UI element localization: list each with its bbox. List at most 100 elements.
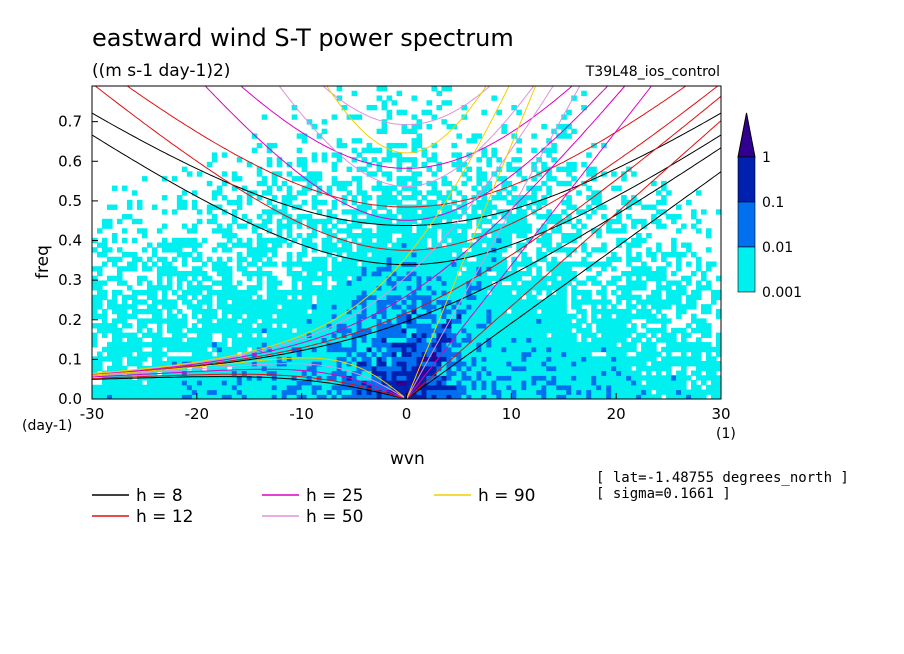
heatmap-cell — [366, 275, 373, 282]
heatmap-cell — [331, 365, 338, 372]
heatmap-cell — [401, 356, 408, 362]
heatmap-cell — [436, 342, 443, 348]
heatmap-cell — [291, 289, 298, 296]
heatmap-cell — [556, 318, 562, 324]
heatmap-cell — [306, 270, 313, 277]
heatmap-cell — [596, 289, 602, 296]
heatmap-cell — [711, 261, 717, 267]
heatmap-cell — [561, 114, 567, 120]
heatmap-cell — [431, 332, 438, 338]
heatmap-cell — [366, 294, 373, 301]
heatmap-cell — [361, 204, 368, 210]
heatmap-cell — [96, 323, 103, 329]
heatmap-cell — [291, 176, 298, 182]
heatmap-cell — [461, 114, 467, 120]
heatmap-cell — [266, 365, 273, 372]
heatmap-cell — [366, 346, 373, 353]
heatmap-cell — [326, 394, 333, 399]
heatmap-cell — [161, 289, 168, 296]
heatmap-cell — [176, 204, 183, 210]
heatmap-cell — [601, 304, 607, 310]
heatmap-cell — [611, 228, 617, 234]
heatmap-cell — [496, 351, 502, 357]
heatmap-cell — [646, 365, 652, 372]
heatmap-cell — [296, 289, 303, 296]
heatmap-cell — [446, 204, 453, 210]
heatmap-cell — [286, 161, 293, 168]
heatmap-cell — [666, 342, 672, 348]
heatmap-cell — [491, 152, 497, 158]
heatmap-cell — [591, 199, 597, 206]
heatmap-cell — [531, 280, 537, 286]
heatmap-cell — [256, 237, 263, 244]
heatmap-cell — [211, 380, 218, 386]
heatmap-cell — [576, 308, 582, 315]
heatmap-cell — [631, 323, 637, 329]
heatmap-cell — [151, 313, 158, 319]
heatmap-cell — [221, 375, 228, 381]
heatmap-cell — [556, 332, 562, 338]
heatmap-cell — [351, 356, 358, 362]
heatmap-cell — [171, 237, 178, 244]
heatmap-cell — [596, 380, 602, 386]
heatmap-cell — [311, 361, 318, 367]
heatmap-cell — [386, 233, 393, 239]
heatmap-cell — [561, 313, 567, 319]
heatmap-cell — [481, 176, 487, 182]
heatmap-cell — [566, 218, 572, 225]
heatmap-cell — [361, 285, 368, 291]
heatmap-cell — [296, 365, 303, 372]
heatmap-cell — [421, 327, 428, 334]
heatmap-cell — [276, 185, 283, 191]
heatmap-cell — [116, 313, 123, 319]
heatmap-cell — [291, 332, 298, 338]
heatmap-cell — [346, 166, 353, 172]
heatmap-cell — [466, 285, 472, 291]
heatmap-cell — [311, 389, 318, 395]
heatmap-cell — [216, 370, 223, 376]
heatmap-cell — [256, 294, 263, 301]
heatmap-cell — [661, 380, 667, 386]
heatmap-cell — [346, 223, 353, 229]
heatmap-cell — [236, 266, 243, 272]
heatmap-cell — [311, 228, 318, 234]
heatmap-cell — [436, 332, 443, 338]
heatmap-cell — [516, 313, 522, 319]
heatmap-cell — [426, 394, 433, 399]
heatmap-cell — [426, 109, 433, 116]
dispersion-curve — [92, 363, 405, 398]
heatmap-cell — [711, 361, 717, 367]
heatmap-cell — [416, 133, 423, 139]
heatmap-cell — [251, 365, 258, 372]
heatmap-cell — [696, 394, 702, 399]
heatmap-cell — [396, 318, 403, 324]
heatmap-cell — [316, 289, 323, 296]
heatmap-cell — [496, 346, 502, 353]
heatmap-cell — [371, 370, 378, 376]
heatmap-cell — [526, 299, 532, 305]
heatmap-cell — [381, 313, 388, 319]
heatmap-cell — [221, 233, 228, 239]
heatmap-cell — [326, 185, 333, 191]
heatmap-cell — [446, 195, 453, 201]
heatmap-cell — [436, 356, 443, 362]
heatmap-cell — [361, 323, 368, 329]
heatmap-cell — [451, 323, 458, 329]
heatmap-cell — [571, 375, 577, 381]
heatmap-cell — [196, 266, 203, 272]
heatmap-cell — [351, 223, 358, 229]
heatmap-cell — [461, 342, 467, 348]
heatmap-cell — [516, 361, 522, 367]
heatmap-cell — [401, 266, 408, 272]
heatmap-cell — [286, 370, 293, 376]
heatmap-cell — [456, 261, 463, 267]
heatmap-cell — [341, 289, 348, 296]
heatmap-cell — [711, 289, 717, 296]
heatmap-cell — [106, 304, 113, 310]
heatmap-cell — [441, 119, 448, 125]
heatmap-cell — [636, 242, 642, 248]
heatmap-cell — [161, 299, 168, 305]
heatmap-cell — [621, 346, 627, 353]
heatmap-cell — [206, 304, 213, 310]
heatmap-cell — [336, 323, 343, 329]
